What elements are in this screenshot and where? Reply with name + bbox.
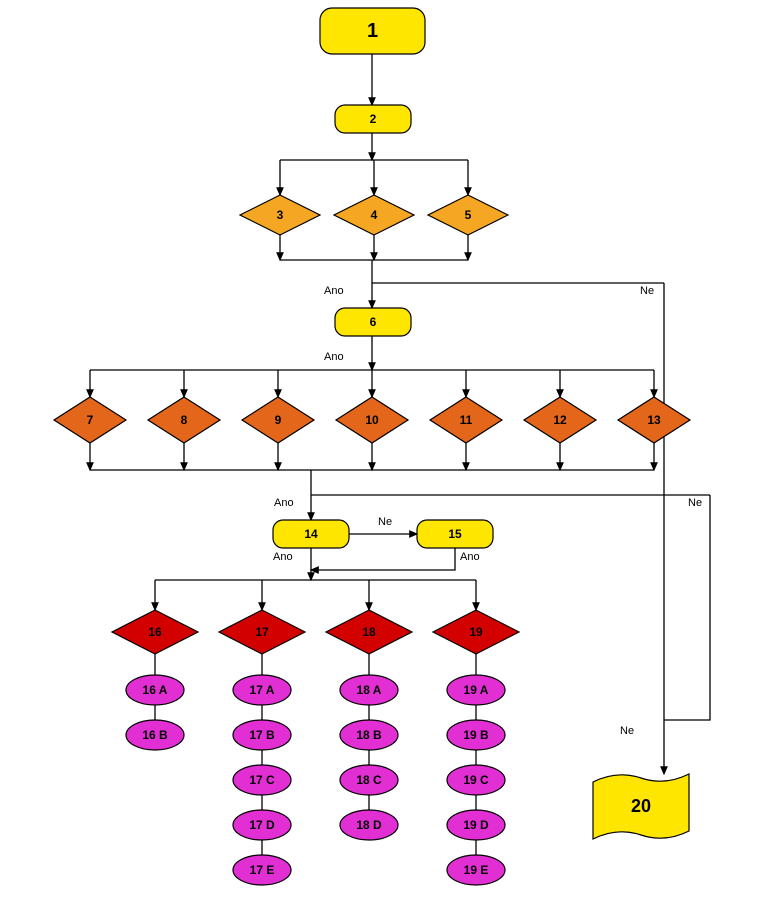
node-n5	[428, 195, 508, 235]
node-e18b	[340, 720, 398, 750]
node-e19d	[447, 810, 505, 840]
node-n16	[112, 610, 198, 654]
node-n8	[148, 397, 220, 443]
node-n15	[417, 520, 493, 548]
node-n1	[320, 8, 425, 54]
node-n12	[524, 397, 596, 443]
node-n2	[335, 105, 411, 133]
node-n14	[273, 520, 349, 548]
node-e19b	[447, 720, 505, 750]
node-e18d	[340, 810, 398, 840]
node-e17b	[233, 720, 291, 750]
node-e19e	[447, 855, 505, 885]
node-n13	[618, 397, 690, 443]
node-e16a	[126, 675, 184, 705]
node-e17a	[233, 675, 291, 705]
node-n9	[242, 397, 314, 443]
node-e17e	[233, 855, 291, 885]
node-n7	[54, 397, 126, 443]
node-e19a	[447, 675, 505, 705]
node-n20	[593, 774, 689, 839]
node-n18	[326, 610, 412, 654]
node-n10	[336, 397, 408, 443]
flowchart-canvas: 1234567891011121314151617181916 A16 B17 …	[0, 0, 773, 922]
flow-edge	[664, 495, 710, 720]
node-e18c	[340, 765, 398, 795]
node-n19	[433, 610, 519, 654]
node-n11	[430, 397, 502, 443]
flowchart-svg	[0, 0, 773, 922]
node-e17d	[233, 810, 291, 840]
node-n6	[335, 308, 411, 336]
flow-edge	[311, 548, 455, 570]
node-n4	[334, 195, 414, 235]
node-e19c	[447, 765, 505, 795]
node-e17c	[233, 765, 291, 795]
node-n3	[240, 195, 320, 235]
node-e18a	[340, 675, 398, 705]
node-e16b	[126, 720, 184, 750]
node-n17	[219, 610, 305, 654]
